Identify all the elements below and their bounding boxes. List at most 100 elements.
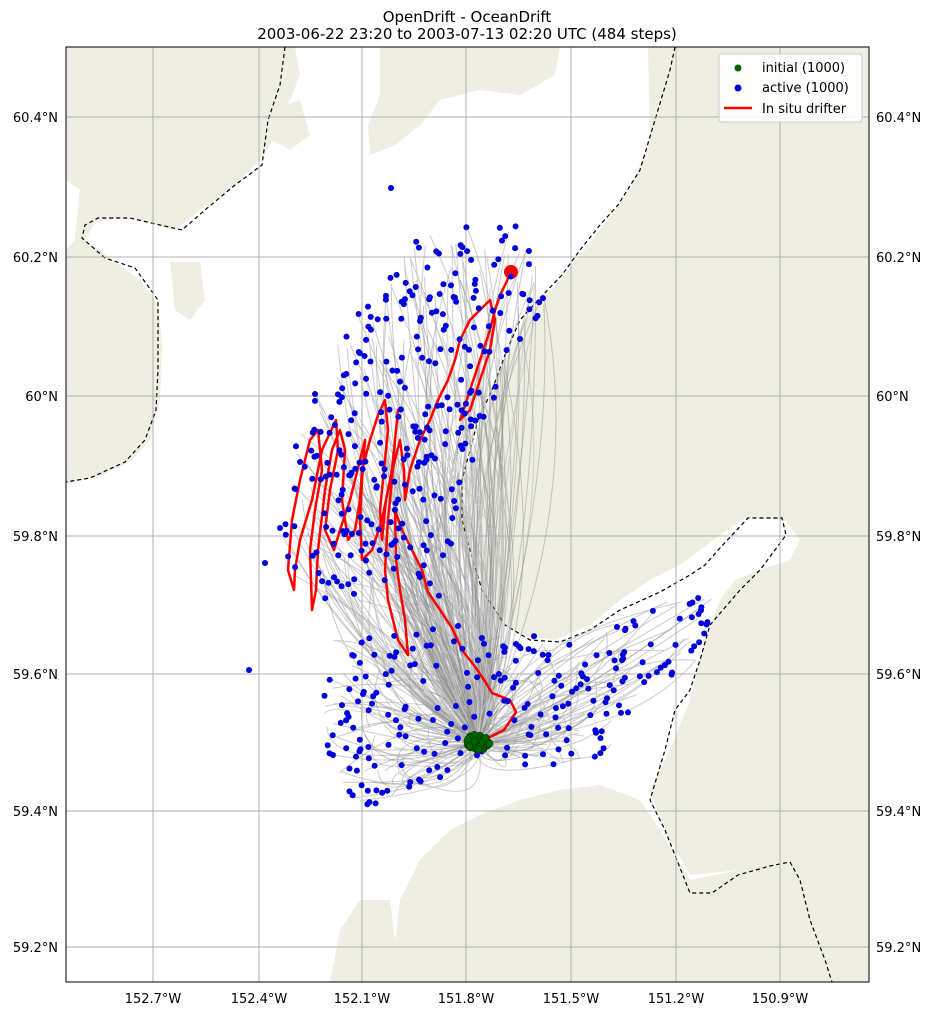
trajectory-line	[376, 344, 479, 743]
active-particle	[468, 256, 475, 263]
active-particle	[432, 360, 439, 367]
trajectory-line	[429, 235, 495, 743]
active-particle	[540, 295, 546, 302]
active-particle	[531, 633, 537, 640]
active-particle	[448, 486, 455, 493]
active-particle	[501, 648, 508, 655]
active-particle	[364, 517, 371, 524]
trajectory-line	[398, 591, 479, 743]
active-particle	[319, 578, 326, 585]
active-particle	[463, 224, 470, 231]
active-particle	[355, 349, 362, 355]
active-particle	[409, 488, 416, 495]
active-particle	[343, 333, 350, 340]
active-particle	[353, 359, 360, 366]
legend: initial (1000) active (1000) In situ dri…	[718, 53, 863, 123]
active-particle	[448, 282, 454, 289]
active-particle	[455, 623, 461, 629]
trajectory-line	[407, 741, 481, 792]
drifter-end-marker	[504, 265, 518, 279]
active-particle	[456, 479, 463, 486]
active-particle	[369, 540, 376, 547]
active-particle	[388, 185, 394, 191]
active-particle	[606, 650, 613, 656]
active-particle	[695, 595, 702, 601]
active-particle	[688, 647, 695, 654]
trajectory-line	[477, 351, 511, 743]
active-particle	[400, 456, 407, 463]
active-particle	[645, 672, 652, 679]
initial-particle	[470, 737, 479, 746]
trajectory-line	[477, 364, 482, 743]
active-particle	[401, 384, 408, 391]
trajectory-line	[477, 266, 537, 743]
lat-tick: 59.2°N	[13, 941, 58, 956]
active-particle	[423, 547, 430, 554]
active-particle	[458, 424, 465, 431]
trajectory-line	[422, 306, 479, 743]
active-particle	[363, 375, 369, 382]
active-particle	[476, 413, 483, 419]
active-particle	[356, 659, 363, 666]
trajectory-line	[477, 598, 705, 743]
active-particle	[452, 703, 459, 709]
active-particle	[396, 731, 403, 738]
active-particle	[448, 346, 455, 353]
active-particle	[552, 705, 559, 711]
island-nw	[170, 262, 205, 320]
active-particle	[417, 318, 423, 324]
active-particle	[525, 646, 532, 653]
active-particle	[362, 557, 369, 564]
active-particle	[357, 514, 364, 520]
active-particle	[383, 292, 389, 299]
active-particle	[613, 665, 619, 672]
active-particle	[297, 459, 303, 465]
active-particle	[371, 651, 378, 658]
initial-particle	[485, 739, 494, 748]
active-particle	[565, 700, 572, 707]
active-particle	[440, 552, 446, 559]
active-particle	[347, 552, 354, 559]
active-particle	[610, 687, 617, 694]
active-particle	[502, 752, 509, 759]
trajectory-line	[477, 601, 668, 743]
active-particle	[459, 446, 466, 452]
trajectory-line	[420, 538, 479, 743]
trajectory-line	[466, 364, 492, 743]
lon-tick: 152.1°W	[334, 992, 391, 1007]
lat-tick: 59.6°N	[876, 668, 921, 683]
active-particle	[398, 354, 405, 361]
land-south-west	[330, 900, 400, 982]
active-particle	[352, 380, 359, 387]
active-particle	[551, 677, 558, 684]
trajectory-line	[332, 741, 479, 761]
trajectory-line	[400, 577, 489, 743]
active-particle	[421, 459, 428, 466]
active-particle	[322, 595, 329, 602]
active-particle	[282, 521, 289, 528]
active-particle	[358, 782, 365, 789]
active-particle	[339, 486, 346, 493]
active-particle	[377, 439, 384, 446]
lat-tick: 59.2°N	[876, 941, 921, 956]
active-particle	[315, 570, 322, 576]
active-particle	[491, 261, 498, 268]
active-particle	[495, 671, 502, 677]
active-particle	[328, 414, 335, 421]
trajectory-line	[288, 542, 479, 743]
active-particle	[503, 347, 510, 354]
active-particle	[622, 627, 628, 634]
active-particle	[403, 445, 410, 452]
active-particle	[448, 721, 455, 727]
active-particle	[331, 422, 338, 428]
active-particle	[591, 753, 598, 760]
active-particle	[535, 670, 542, 676]
active-particle	[491, 674, 497, 681]
active-particle	[407, 544, 414, 551]
trajectory-line	[477, 623, 621, 743]
trajectory-line	[377, 741, 479, 788]
active-particle	[472, 287, 479, 294]
active-particle	[358, 547, 365, 554]
active-particle	[530, 648, 537, 655]
lat-tick: 60.4°N	[13, 111, 58, 126]
